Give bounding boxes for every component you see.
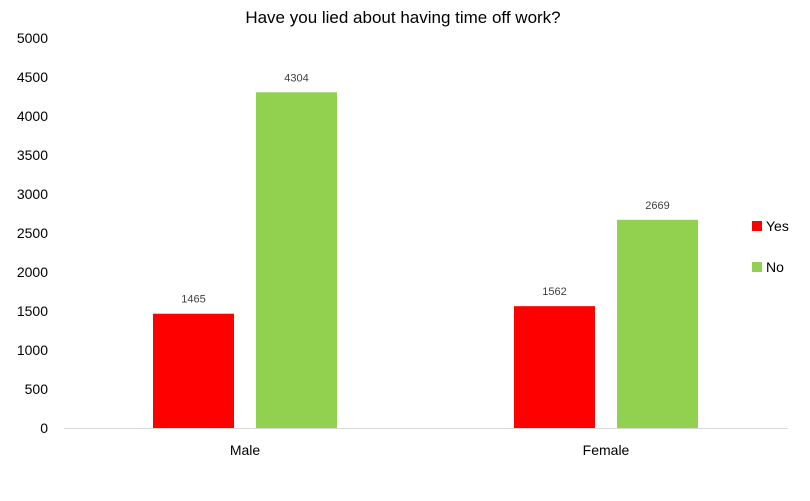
y-tick-label: 2000 <box>17 264 48 280</box>
bar-yes-male <box>153 313 234 428</box>
y-tick-label: 0 <box>40 420 48 436</box>
category-label: Female <box>583 442 630 458</box>
bar-no-female <box>617 219 698 428</box>
y-tick-label: 5000 <box>17 30 48 46</box>
y-tick-label: 4500 <box>17 69 48 85</box>
legend-swatch-no <box>752 262 762 272</box>
legend-label-no: No <box>766 259 784 275</box>
bar-no-male <box>256 92 337 429</box>
data-label: 1465 <box>181 294 205 306</box>
bar-group <box>153 92 698 429</box>
data-label-group: 1465 4304 1562 2669 <box>181 72 669 305</box>
legend-label-yes: Yes <box>766 218 789 234</box>
y-tick-label: 3000 <box>17 186 48 202</box>
legend: Yes No <box>752 218 789 275</box>
bar-yes-female <box>514 306 595 428</box>
y-tick-label: 1000 <box>17 342 48 358</box>
y-tick-label: 3500 <box>17 147 48 163</box>
data-label: 2669 <box>645 200 669 212</box>
y-tick-label: 1500 <box>17 303 48 319</box>
legend-swatch-yes <box>752 221 762 231</box>
data-label: 4304 <box>284 72 308 84</box>
category-label-group: Male Female <box>230 442 630 458</box>
data-label: 1562 <box>542 286 566 298</box>
chart-title: Have you lied about having time off work… <box>245 8 560 27</box>
y-tick-label: 4000 <box>17 108 48 124</box>
y-tick-label: 500 <box>25 381 49 397</box>
category-label: Male <box>230 442 261 458</box>
y-axis-tick-labels: 0 500 1000 1500 2000 2500 3000 3500 4000 4500 5000 <box>17 30 48 436</box>
y-tick-label: 2500 <box>17 225 48 241</box>
